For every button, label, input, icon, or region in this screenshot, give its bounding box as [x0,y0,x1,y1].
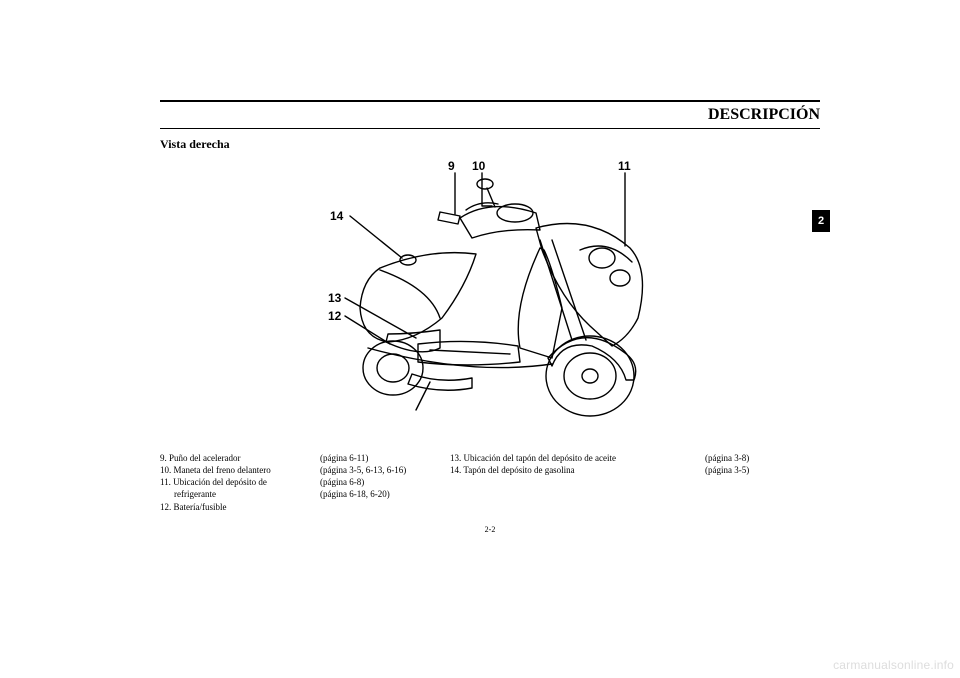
callout-13: 13 [328,291,342,305]
legend-left-labels: 9. Puño del acelerador 10. Maneta del fr… [160,452,320,513]
legend-item-13: 13. Ubicación del tapón del depósito de … [450,452,705,464]
legend-page-14: (página 3-5) [705,464,785,476]
legend-right-labels: 13. Ubicación del tapón del depósito de … [450,452,705,513]
legend-item-11: 11. Ubicación del depósito de [160,476,320,488]
legend-item-12: 12. Batería/fusible [160,501,320,513]
page-number: 2-2 [160,525,820,534]
scooter-figure: 9 10 11 14 13 12 [290,158,690,438]
chapter-tab: 2 [812,210,830,232]
view-subtitle: Vista derecha [160,137,820,152]
legend-item-11b: refrigerante [160,488,320,500]
watermark: carmanualsonline.info [833,658,954,672]
legend: 9. Puño del acelerador 10. Maneta del fr… [160,452,820,513]
callout-10: 10 [472,159,486,173]
legend-item-14: 14. Tapón del depósito de gasolina [450,464,705,476]
legend-page-9: (página 6-11) [320,452,450,464]
legend-page-13: (página 3-8) [705,452,785,464]
legend-left-pages: (página 6-11) (página 3-5, 6-13, 6-16) (… [320,452,450,513]
header-rule-bottom [160,128,820,129]
legend-page-10: (página 3-5, 6-13, 6-16) [320,464,450,476]
legend-page-12: (página 6-18, 6-20) [320,488,450,500]
section-title: DESCRIPCIÓN [160,104,820,126]
header-rule-top [160,100,820,102]
page-content: DESCRIPCIÓN Vista derecha [160,100,820,534]
legend-right-pages: (página 3-8) (página 3-5) [705,452,785,513]
legend-item-9: 9. Puño del acelerador [160,452,320,464]
callout-14: 14 [330,209,344,223]
callout-12: 12 [328,309,342,323]
legend-page-11b: (página 6-8) [320,476,450,488]
legend-item-10: 10. Maneta del freno delantero [160,464,320,476]
callout-9: 9 [448,159,455,173]
callout-11: 11 [618,159,631,173]
